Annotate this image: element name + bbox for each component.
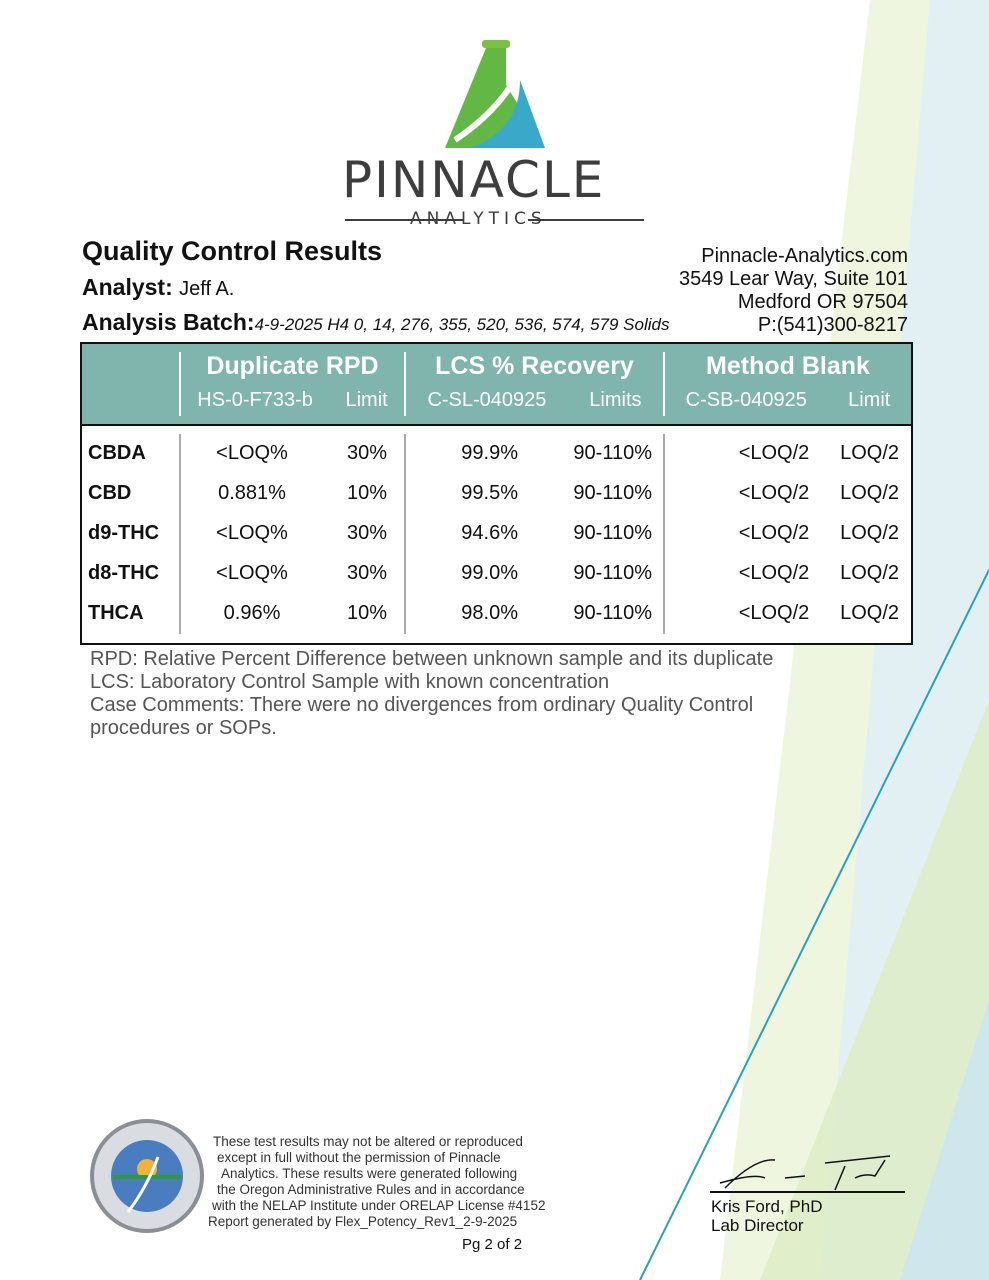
cell-blank: <LOQ/2 bbox=[738, 482, 810, 504]
note-comments: Case Comments: There were no divergences… bbox=[90, 694, 754, 716]
table-row: CBD 0.881% 10% 99.5% 90-110% <LOQ/2 LOQ/2 bbox=[82, 474, 911, 514]
signer-block: Kris Ford, PhD Lab Director bbox=[711, 1197, 822, 1235]
page-number: Pg 2 of 2 bbox=[462, 1236, 523, 1253]
contact-block: Pinnacle-Analytics.com 3549 Lear Way, Su… bbox=[679, 245, 908, 337]
flask-logo-icon bbox=[445, 40, 545, 148]
cell-dup-limit: 30% bbox=[346, 562, 387, 584]
disclaimer: These test results may not be altered or… bbox=[208, 1134, 545, 1230]
cell-blank-limit: LOQ/2 bbox=[840, 522, 899, 544]
header-method-blank: Method Blank C-SB-040925 Limit bbox=[665, 344, 911, 424]
disclaimer-line: Report generated by Flex_Potency_Rev1_2-… bbox=[208, 1214, 518, 1229]
cell-blank: <LOQ/2 bbox=[738, 602, 810, 624]
logo-rule-right bbox=[528, 219, 644, 221]
cell-blank: <LOQ/2 bbox=[738, 522, 810, 544]
table-header: Duplicate RPD HS-0-F733-b Limit LCS % Rec… bbox=[82, 344, 911, 426]
cell-dup-limit: 30% bbox=[346, 522, 387, 544]
notes: RPD: Relative Percent Difference between… bbox=[90, 648, 773, 740]
analyst-value: Jeff A. bbox=[179, 278, 235, 300]
table-row: THCA 0.96% 10% 98.0% 90-110% <LOQ/2 LOQ/2 bbox=[82, 594, 911, 634]
cell-dup: 0.96% bbox=[223, 602, 281, 624]
note-rpd: RPD: Relative Percent Difference between… bbox=[90, 648, 774, 670]
disclaimer-line: with the NELAP Institute under ORELAP Li… bbox=[212, 1198, 546, 1213]
batch-line: Analysis Batch:4-9-2025 H4 0, 14, 276, 3… bbox=[82, 309, 670, 338]
analyst-label: Analyst: bbox=[82, 274, 173, 300]
cell-blank-limit: LOQ/2 bbox=[840, 602, 899, 624]
batch-label: Analysis Batch: bbox=[82, 309, 255, 335]
cell-lcs: 94.6% bbox=[461, 522, 518, 544]
signer-name: Kris Ford, PhD bbox=[711, 1197, 823, 1216]
cell-dup: <LOQ% bbox=[216, 562, 288, 584]
address-line-1: 3549 Lear Way, Suite 101 bbox=[678, 268, 908, 290]
cell-blank-limit: LOQ/2 bbox=[840, 562, 899, 584]
cell-lcs-limits: 90-110% bbox=[573, 482, 652, 504]
cell-dup: <LOQ% bbox=[216, 442, 288, 464]
table-row: CBDA <LOQ% 30% 99.9% 90-110% <LOQ/2 LOQ/2 bbox=[82, 434, 911, 474]
cell-blank: <LOQ/2 bbox=[738, 562, 810, 584]
table-row: d8-THC <LOQ% 30% 99.0% 90-110% <LOQ/2 LOQ/2 bbox=[82, 554, 911, 594]
disclaimer-line: except in full without the permission of… bbox=[217, 1150, 501, 1165]
batch-value: 4-9-2025 H4 0, 14, 276, 355, 520, 536, 5… bbox=[254, 315, 670, 334]
disclaimer-line: the Oregon Administrative Rules and in a… bbox=[217, 1182, 525, 1197]
cell-dup: 0.881% bbox=[218, 482, 286, 504]
cell-name: d9-THC bbox=[88, 522, 160, 544]
cell-lcs-limits: 90-110% bbox=[573, 442, 652, 464]
note-lcs: LCS: Laboratory Control Sample with know… bbox=[90, 671, 610, 693]
logo-name: PINNACLE bbox=[342, 151, 606, 209]
note-comments-cont: procedures or SOPs. bbox=[90, 717, 277, 739]
cell-blank-limit: LOQ/2 bbox=[840, 482, 899, 504]
disclaimer-line: Analytics. These results were generated … bbox=[221, 1166, 518, 1181]
table-row: d9-THC <LOQ% 30% 94.6% 90-110% <LOQ/2 LOQ/2 bbox=[82, 514, 911, 554]
cell-lcs-limits: 90-110% bbox=[573, 522, 652, 544]
page-title: Quality Control Results bbox=[82, 236, 383, 266]
header-lcs-recovery: LCS % Recovery C-SL-040925 Limits bbox=[406, 344, 663, 424]
header-sample-id: HS-0-F733-b bbox=[197, 389, 313, 411]
cell-dup: <LOQ% bbox=[216, 522, 288, 544]
header-title: Duplicate RPD bbox=[206, 352, 379, 380]
disclaimer-line: These test results may not be altered or… bbox=[213, 1134, 523, 1149]
cell-name: THCA bbox=[88, 602, 144, 624]
cell-name: CBDA bbox=[88, 442, 146, 464]
header-limit: Limit bbox=[848, 389, 891, 411]
header-duplicate-rpd: Duplicate RPD HS-0-F733-b Limit bbox=[181, 344, 404, 424]
cell-dup-limit: 30% bbox=[346, 442, 387, 464]
nelap-seal-icon bbox=[90, 1119, 204, 1233]
website: Pinnacle-Analytics.com bbox=[701, 245, 908, 267]
cell-blank-limit: LOQ/2 bbox=[840, 442, 899, 464]
header-sample-id: C-SL-040925 bbox=[427, 389, 547, 411]
header-sample-id: C-SB-040925 bbox=[685, 389, 807, 411]
phone: P:(541)300-8217 bbox=[757, 314, 908, 336]
logo-rule-left bbox=[345, 219, 463, 221]
signer-role: Lab Director bbox=[711, 1216, 804, 1235]
logo-subtitle: ANALYTICS bbox=[410, 209, 547, 229]
analyst-line: Analyst: Jeff A. bbox=[82, 274, 234, 303]
cell-lcs: 98.0% bbox=[461, 602, 518, 624]
cell-lcs: 99.5% bbox=[461, 482, 518, 504]
cell-dup-limit: 10% bbox=[346, 482, 387, 504]
cell-name: d8-THC bbox=[88, 562, 160, 584]
header-limit: Limits bbox=[589, 389, 642, 411]
cell-lcs-limits: 90-110% bbox=[573, 602, 652, 624]
header-title: LCS % Recovery bbox=[435, 352, 634, 380]
qc-table: Duplicate RPD HS-0-F733-b Limit LCS % Rec… bbox=[80, 342, 913, 645]
header-limit: Limit bbox=[345, 389, 388, 411]
address-line-2: Medford OR 97504 bbox=[737, 291, 908, 313]
cell-name: CBD bbox=[88, 482, 132, 504]
cell-dup-limit: 10% bbox=[346, 602, 387, 624]
cell-lcs: 99.0% bbox=[461, 562, 518, 584]
cell-lcs-limits: 90-110% bbox=[573, 562, 652, 584]
cell-blank: <LOQ/2 bbox=[738, 442, 810, 464]
signature-icon bbox=[710, 1155, 905, 1193]
cell-lcs: 99.9% bbox=[461, 442, 518, 464]
header-title: Method Blank bbox=[706, 352, 870, 380]
